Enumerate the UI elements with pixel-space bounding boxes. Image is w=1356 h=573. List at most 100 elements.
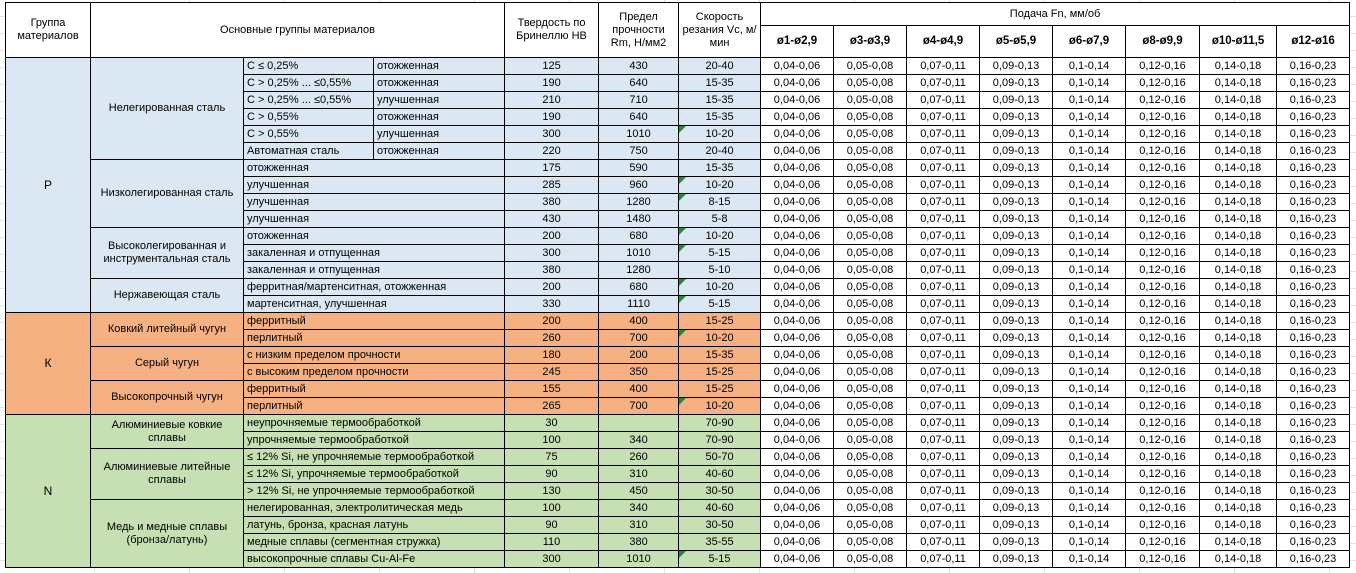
feed-cell: 0,07-0,11 [906,363,981,381]
feed-cell: 0,09-0,13 [979,431,1054,449]
feed-cell: 0,12-0,16 [1125,142,1201,160]
hardness-cell: 90 [504,465,600,483]
header-main-material-groups: Основные группы материалов [89,2,506,58]
feed-cell: 0,05-0,08 [833,193,908,211]
table-row: Низколегированная сталь отожженная 175 590 1… [6,159,1351,228]
feed-cell: 0,04-0,06 [760,380,835,398]
feed-cell: 0,16-0,23 [1276,533,1351,551]
material-cell: отожженная [242,159,506,177]
feed-cell: 0,04-0,06 [760,312,835,330]
material-cell: ≤ 12% Si, не упрочняемые термообработкой [242,448,506,466]
strength-cell: 340 [598,431,680,449]
strength-cell: 640 [598,108,680,126]
feed-cell: 0,09-0,13 [979,227,1054,245]
header-feed-diameter: ø6-ø7,9 [1052,25,1127,58]
feed-cell: 0,04-0,06 [760,91,835,109]
feed-cell: 0,16-0,23 [1276,108,1351,126]
material-cell: неупрочняемые термообработкой [242,414,506,432]
speed-cell: 5-8 [678,210,762,228]
feed-cell: 0,09-0,13 [979,346,1054,364]
feed-cell: 0,09-0,13 [979,363,1054,381]
feed-cell: 0,05-0,08 [833,397,908,415]
subgroup-name-cell: Ковкий литейный чугун [90,312,244,347]
table-row: Автоматная сталь отожженная 220 750 20-40 0,0… [6,142,1351,160]
feed-cell: 0,12-0,16 [1125,346,1201,364]
speed-cell: 15-35 [678,108,762,126]
feed-cell: 0,16-0,23 [1276,346,1351,364]
feed-cell: 0,05-0,08 [833,142,908,160]
material-cell: закаленная и отпущенная [242,244,506,262]
feed-cell: 0,14-0,18 [1199,482,1278,500]
subgroup-name-cell: Нелегированная сталь [90,57,244,160]
speed-cell: 15-35 [678,159,762,177]
hardness-cell: 175 [504,159,600,177]
speed-cell: 15-25 [678,363,762,381]
feed-cell: 0,04-0,06 [760,465,835,483]
feed-cell: 0,07-0,11 [906,533,981,551]
feed-cell: 0,1-0,14 [1052,227,1127,245]
feed-cell: 0,07-0,11 [906,550,981,568]
feed-cell: 0,1-0,14 [1052,397,1127,415]
feed-cell: 0,16-0,23 [1276,414,1351,432]
feed-cell: 0,05-0,08 [833,482,908,500]
speed-cell: 10-20 [678,125,762,143]
hardness-cell: 300 [504,244,600,262]
feed-cell: 0,05-0,08 [833,499,908,517]
feed-cell: 0,12-0,16 [1125,176,1201,194]
feed-cell: 0,1-0,14 [1052,499,1127,517]
feed-cell: 0,05-0,08 [833,91,908,109]
feed-cell: 0,12-0,16 [1125,261,1201,279]
hardness-cell: 300 [504,125,600,143]
speed-cell: 8-15 [678,193,762,211]
feed-cell: 0,14-0,18 [1199,465,1278,483]
feed-cell: 0,09-0,13 [979,244,1054,262]
material-cell: ферритная/мартенситная, отожженная [242,278,506,296]
feed-cell: 0,12-0,16 [1125,210,1201,228]
feed-cell: 0,14-0,18 [1199,278,1278,296]
feed-cell: 0,07-0,11 [906,159,981,177]
feed-cell: 0,07-0,11 [906,91,981,109]
comment-marker-icon [679,228,687,235]
strength-cell: 380 [598,533,680,551]
feed-cell: 0,12-0,16 [1125,57,1201,75]
speed-cell: 10-20 [678,329,762,347]
strength-cell: 710 [598,91,680,109]
feed-cell: 0,16-0,23 [1276,261,1351,279]
feed-cell: 0,16-0,23 [1276,465,1351,483]
feed-cell: 0,1-0,14 [1052,346,1127,364]
speed-cell: 5-15 [678,550,762,568]
subgroup-name-cell: Серый чугун [90,346,244,381]
speed-cell: 35-55 [678,533,762,551]
feed-cell: 0,04-0,06 [760,142,835,160]
feed-cell: 0,16-0,23 [1276,380,1351,398]
speed-cell: 15-35 [678,91,762,109]
material-cell: латунь, бронза, красная латунь [242,516,506,534]
material-cell: Автоматная сталь [243,142,374,160]
speed-cell: 70-90 [678,431,762,449]
feed-cell: 0,14-0,18 [1199,261,1278,279]
feed-cell: 0,1-0,14 [1052,210,1127,228]
header-feed-title: Подача Fn, мм/об [760,2,1351,26]
feed-cell: 0,07-0,11 [906,210,981,228]
feed-cell: 0,16-0,23 [1276,244,1351,262]
feed-cell: 0,05-0,08 [833,176,908,194]
feed-cell: 0,07-0,11 [906,74,981,92]
hardness-cell: 200 [504,278,600,296]
material-cell: > 12% Si, не упрочняемые термообработкой [242,482,506,500]
hardness-cell: 380 [504,193,600,211]
feed-cell: 0,16-0,23 [1276,448,1351,466]
feed-cell: 0,09-0,13 [979,380,1054,398]
speed-cell: 70-90 [678,414,762,432]
feed-cell: 0,1-0,14 [1052,312,1127,330]
feed-cell: 0,16-0,23 [1276,142,1351,160]
table-row: латунь, бронза, красная латунь 90 310 30-50… [6,516,1351,534]
feed-cell: 0,16-0,23 [1276,295,1351,313]
material-cell: ≤ 12% Si, упрочняемые термообработкой [242,465,506,483]
feed-cell: 0,09-0,13 [979,91,1054,109]
table-row: Высоколегированная и инструментальная ст… [6,227,1351,279]
hardness-cell: 90 [504,516,600,534]
feed-cell: 0,14-0,18 [1199,176,1278,194]
feed-cell: 0,1-0,14 [1052,261,1127,279]
feed-cell: 0,12-0,16 [1125,295,1201,313]
feed-cell: 0,14-0,18 [1199,108,1278,126]
